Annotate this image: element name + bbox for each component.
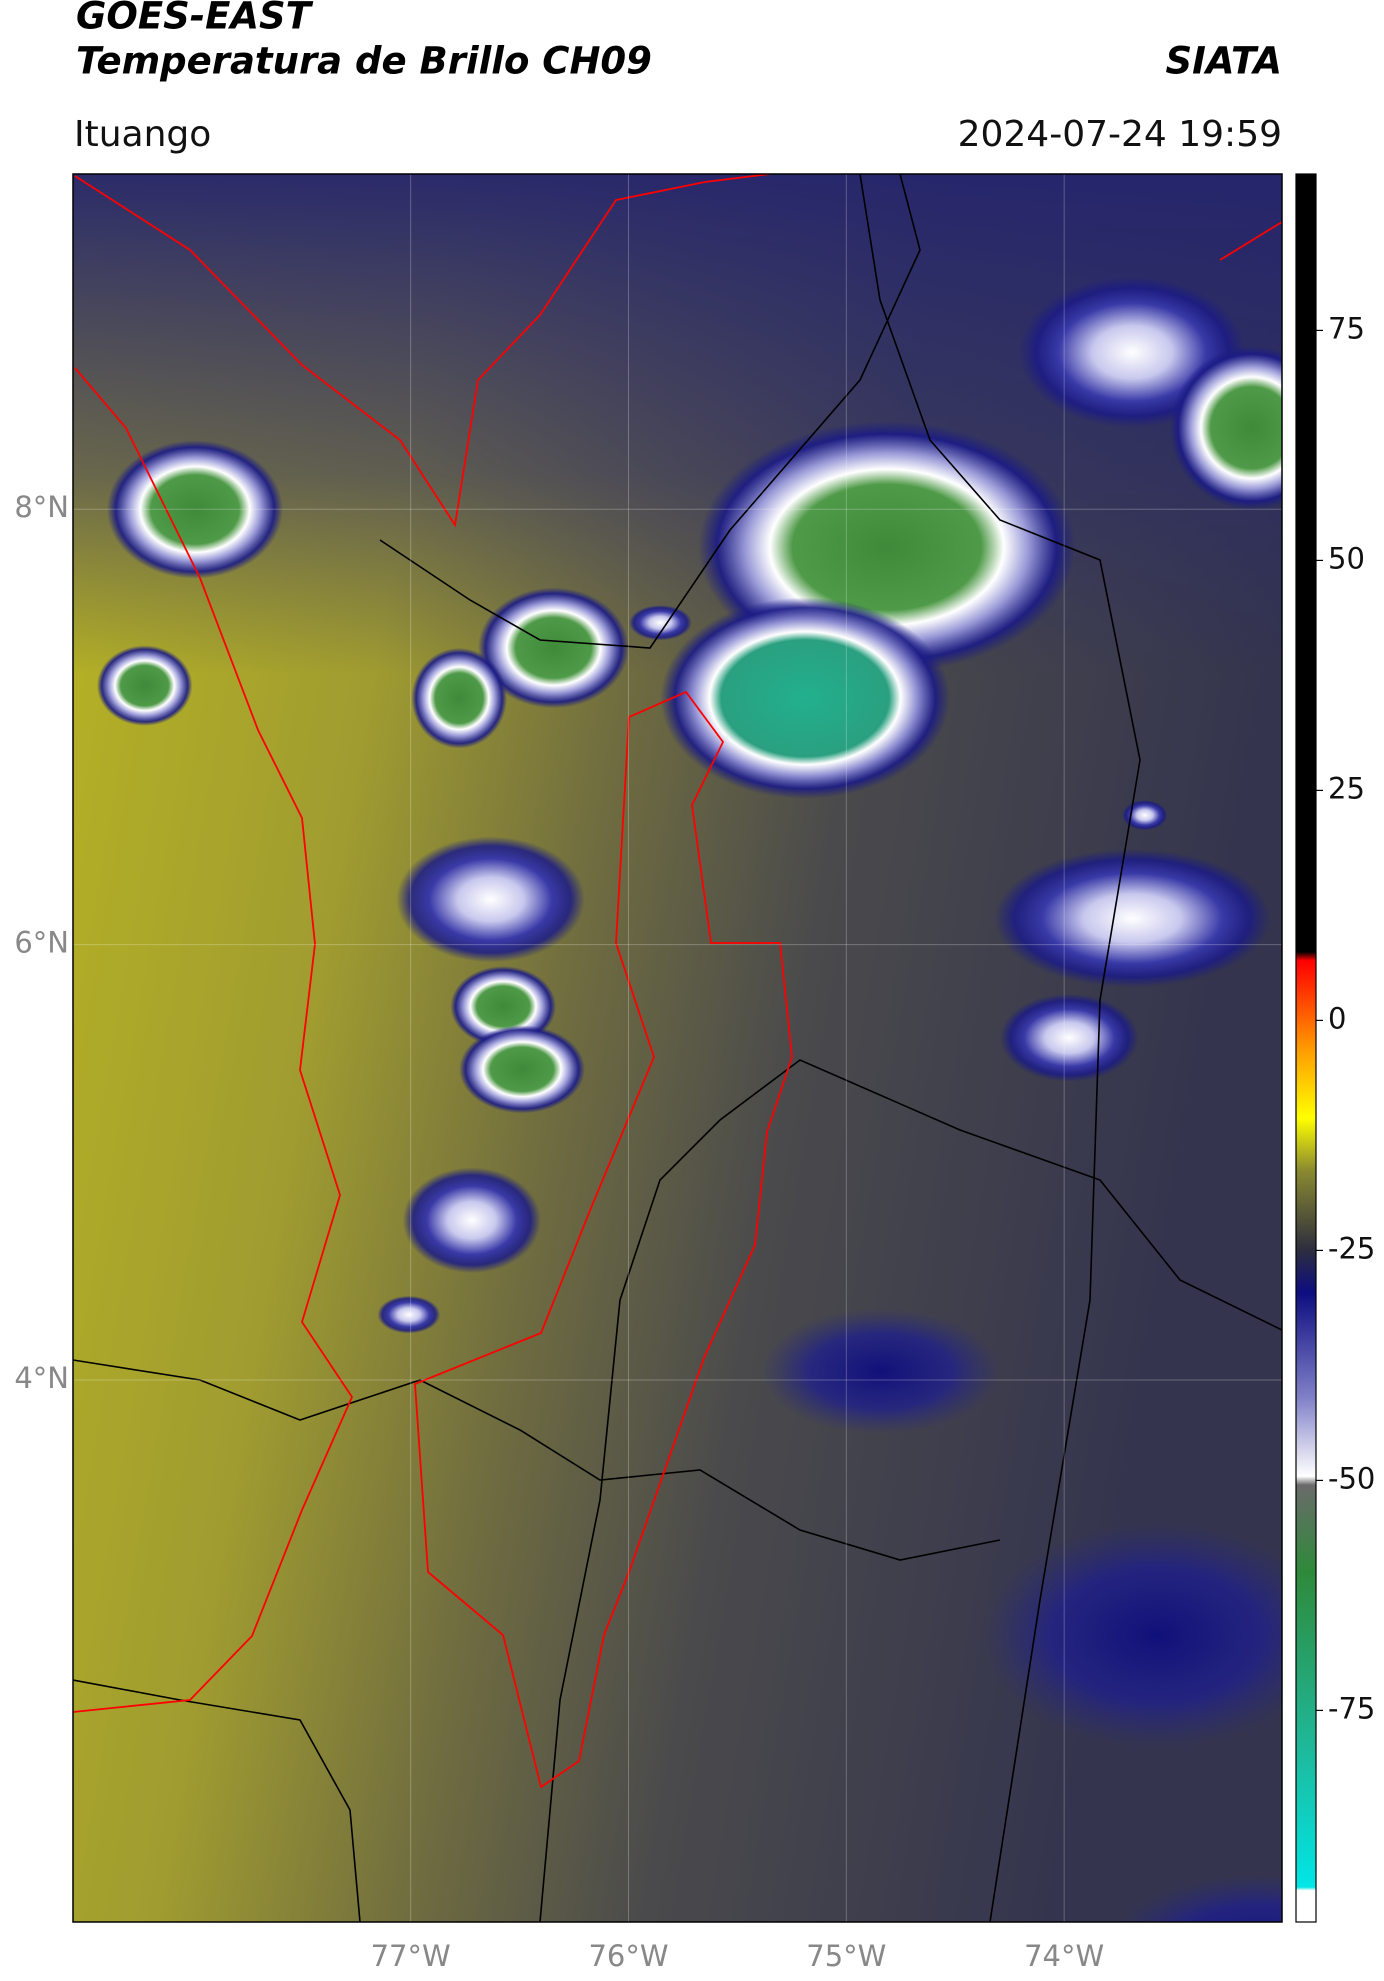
lon-tick-label: 75°W (806, 1939, 886, 1973)
cloud (1169, 345, 1282, 510)
cloud (478, 587, 629, 709)
source: SIATA (1165, 40, 1282, 83)
border (539, 1059, 1282, 1922)
cloud (993, 849, 1271, 988)
colorbar-tick-label: 0 (1328, 1001, 1346, 1035)
axis-labels: 77°W 76°W 75°W 74°W 8°N 6°N 4°N 75 50 25 0 -25 -50 -7… (14, 311, 1375, 1973)
region-border (414, 690, 793, 1789)
lat-tick-label: 8°N (14, 490, 69, 524)
cloud (96, 645, 193, 726)
lon-tick-label: 77°W (371, 1939, 451, 1973)
cloud (981, 1522, 1282, 1749)
cloud (411, 647, 507, 749)
graticule (73, 174, 1282, 1922)
map-frame (72, 173, 1283, 1923)
cloud (377, 1295, 441, 1334)
cloud (660, 597, 950, 799)
lon-tick-label: 76°W (588, 1939, 668, 1973)
colorbar-tick-label: 25 (1328, 771, 1365, 805)
colorbar (1295, 173, 1317, 1923)
satellite-title: GOES-EAST (76, 0, 314, 38)
timestamp: 2024-07-24 19:59 (958, 114, 1282, 155)
colorbar-tick-label: -50 (1328, 1461, 1375, 1495)
border (73, 1679, 361, 1922)
location: Ituango (74, 114, 211, 155)
cloud (629, 605, 692, 641)
lat-tick-label: 6°N (14, 926, 69, 960)
cloud (1000, 993, 1139, 1082)
product-title: Temperatura de Brillo CH09 (76, 40, 652, 83)
cloud (402, 1167, 541, 1274)
cloud (396, 836, 585, 963)
coastline (73, 367, 354, 1713)
colorbar-tick-label: 50 (1328, 541, 1365, 575)
cloud (1117, 1874, 1282, 1922)
coastline (1219, 221, 1282, 261)
cloud (1122, 800, 1168, 831)
colorbar-tick-label: -25 (1328, 1231, 1375, 1265)
coastline (74, 174, 771, 528)
lon-tick-label: 74°W (1024, 1939, 1104, 1973)
cloud-band (73, 174, 1282, 674)
colorbar-tick-label: -75 (1328, 1691, 1375, 1725)
colorbar-tick-label: 75 (1328, 311, 1365, 345)
cloud (459, 1025, 585, 1114)
border (859, 174, 1141, 1922)
cloud-layer (96, 276, 1282, 1922)
map-image (73, 174, 1282, 1922)
cloud (106, 440, 284, 579)
lat-tick-label: 4°N (14, 1361, 69, 1395)
border (379, 174, 921, 649)
cloud (761, 1308, 1001, 1435)
border (73, 1359, 1001, 1561)
